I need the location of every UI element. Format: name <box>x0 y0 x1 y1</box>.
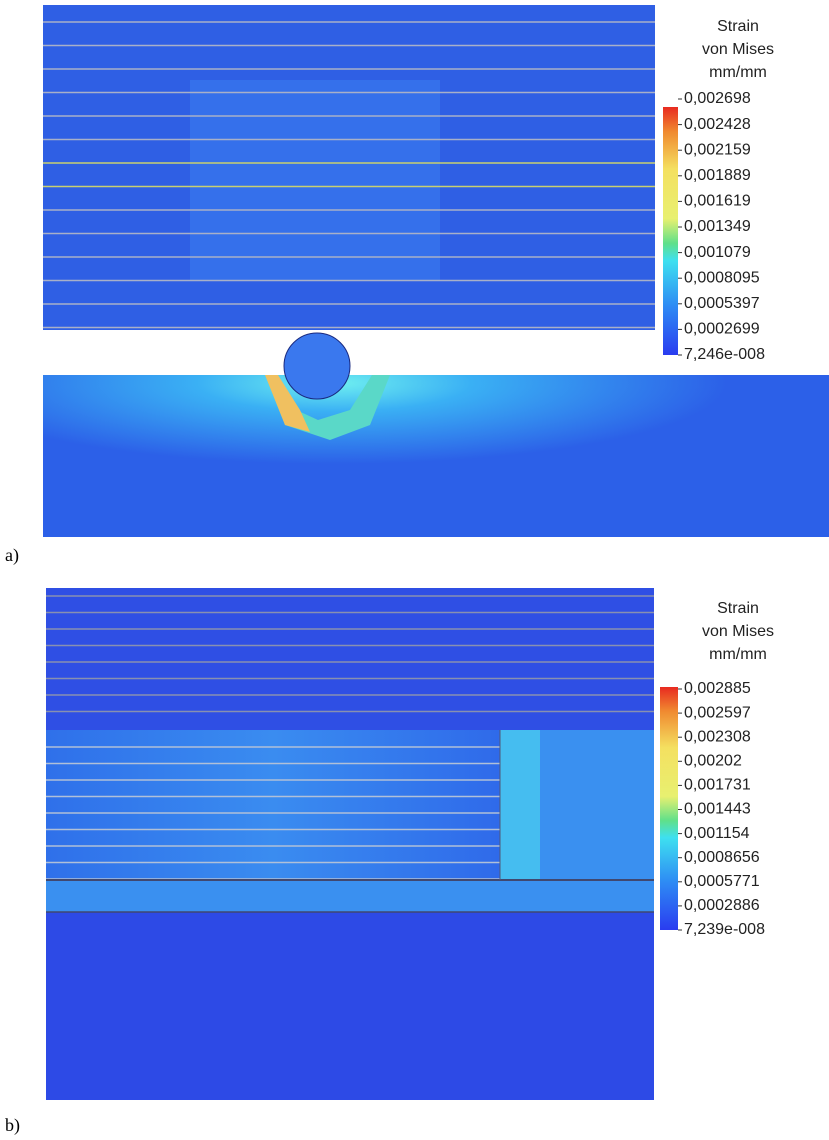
legend-title: Strain <box>717 18 759 35</box>
legend-title: von Mises <box>702 623 774 640</box>
colorbar <box>663 107 678 355</box>
tick-label: 7,239e-008 <box>684 921 765 938</box>
base-block <box>46 912 654 1100</box>
tick-label: 0,0005397 <box>684 295 760 312</box>
legend-title: Strain <box>717 600 759 617</box>
tick-label: 0,001731 <box>684 777 751 794</box>
tick-label: 7,246e-008 <box>684 346 765 363</box>
tick-label: 0,00202 <box>684 753 742 770</box>
upper-layers <box>46 588 654 730</box>
colorbar <box>660 687 678 930</box>
tick-label: 0,0005771 <box>684 873 760 890</box>
panel-a: Strain von Mises mm/mm 0,002698 0,002428 0,00… <box>5 5 829 566</box>
tick-label: 0,002308 <box>684 728 751 745</box>
tick-label: 0,001154 <box>684 825 750 842</box>
panel-label: b) <box>5 1115 20 1136</box>
legend: Strain von Mises mm/mm 0,002885 0,002597 0,00… <box>678 600 774 938</box>
panel-b: Strain von Mises mm/mm 0,002885 0,002597 0,00… <box>5 588 774 1136</box>
roller <box>283 332 351 400</box>
tick-label: 0,001443 <box>684 801 751 818</box>
tick-label: 0,002428 <box>684 116 751 133</box>
legend: Strain von Mises mm/mm 0,002698 0,002428 0,00… <box>678 18 774 363</box>
tick-label: 0,0008656 <box>684 849 760 866</box>
layer-lines <box>46 595 654 913</box>
strain-zone <box>190 80 440 280</box>
interface-band <box>46 880 654 912</box>
tick-label: 0,002698 <box>684 90 751 107</box>
tick-label: 0,0008095 <box>684 269 760 286</box>
tick-label: 0,002885 <box>684 680 751 697</box>
tick-label: 0,001619 <box>684 193 751 210</box>
middle-layers <box>46 730 500 880</box>
side-block-edge <box>500 730 540 880</box>
tick-label: 0,0002699 <box>684 321 760 338</box>
tick-label: 0,002597 <box>684 704 751 721</box>
legend-title: mm/mm <box>709 646 767 663</box>
layer-lines <box>43 21 655 329</box>
legend-title: von Mises <box>702 41 774 58</box>
tick-label: 0,002159 <box>684 141 751 158</box>
groove-hotspot <box>265 375 310 432</box>
lower-plate <box>43 375 829 537</box>
legend-title: mm/mm <box>709 64 767 81</box>
tick-label: 0,0002886 <box>684 897 760 914</box>
tick-label: 0,001079 <box>684 244 751 261</box>
panel-label: a) <box>5 545 19 566</box>
tick-label: 0,001349 <box>684 218 751 235</box>
tick-label: 0,001889 <box>684 167 751 184</box>
